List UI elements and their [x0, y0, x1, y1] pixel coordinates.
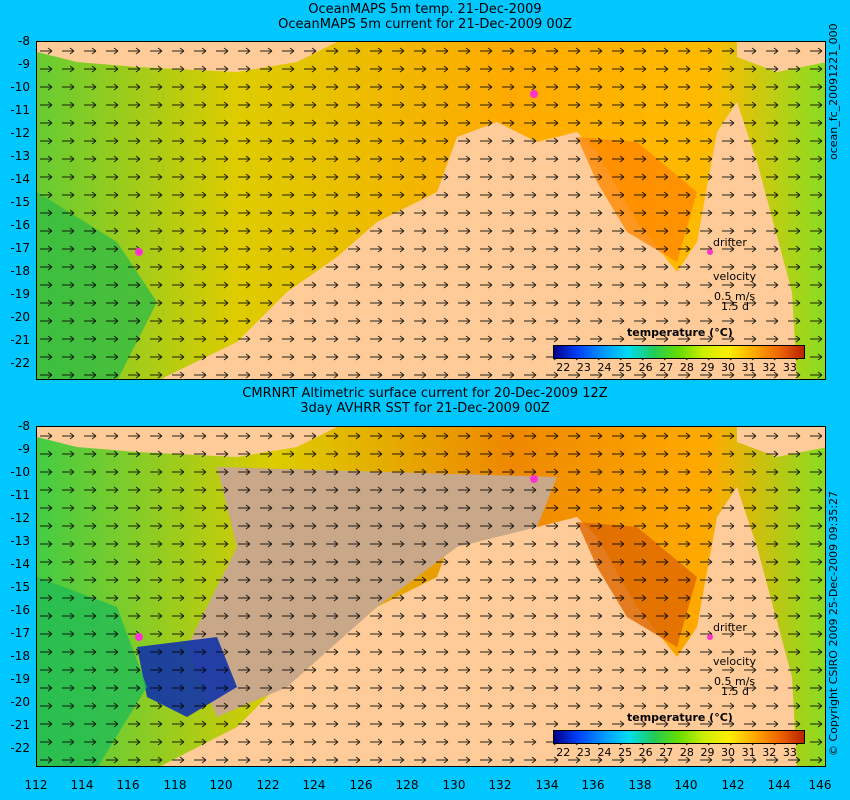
top-colorbar-ticks: 22 23 24 25 26 27 28 29 30 31 32 33	[556, 361, 797, 374]
top-legend-duration: 1.5 d	[721, 300, 749, 313]
bottom-map-svg	[37, 427, 825, 766]
bottom-title-line2: 3day AVHRR SST for 21-Dec-2009 00Z	[300, 401, 550, 416]
bottom-colorbar	[553, 730, 805, 744]
bottom-map-panel: drifter velocity 0.5 m/s 1.5 d temperatu…	[36, 426, 826, 767]
bottom-legend-drifter: drifter	[713, 621, 747, 634]
top-colorbar-label: temperature (°C)	[627, 326, 733, 339]
bottom-colorbar-label: temperature (°C)	[627, 711, 733, 724]
bottom-legend-duration: 1.5 d	[721, 685, 749, 698]
top-map-panel: drifter velocity 0.5 m/s 1.5 d temperatu…	[36, 41, 826, 380]
bottom-legend-velocity: velocity	[713, 655, 756, 668]
top-side-label: ocean_fc_20091221_000	[827, 23, 840, 160]
top-title-line1: OceanMAPS 5m temp. 21-Dec-2009	[308, 2, 542, 17]
top-title-line2: OceanMAPS 5m current for 21-Dec-2009 00Z	[278, 17, 572, 32]
bottom-colorbar-ticks: 22 23 24 25 26 27 28 29 30 31 32 33	[556, 746, 797, 759]
top-legend-speed: 0.5 m/s	[714, 290, 756, 303]
bottom-side-label: © Copyright CSIRO 2009 25-Dec-2009 09:35…	[827, 490, 840, 756]
top-legend-drifter: drifter	[713, 236, 747, 249]
bottom-legend-speed: 0.5 m/s	[714, 675, 756, 688]
top-legend-velocity: velocity	[713, 270, 756, 283]
bottom-title-line1: CMRNRT Altimetric surface current for 20…	[242, 386, 608, 401]
top-colorbar	[553, 345, 805, 359]
top-map-svg	[37, 42, 825, 379]
